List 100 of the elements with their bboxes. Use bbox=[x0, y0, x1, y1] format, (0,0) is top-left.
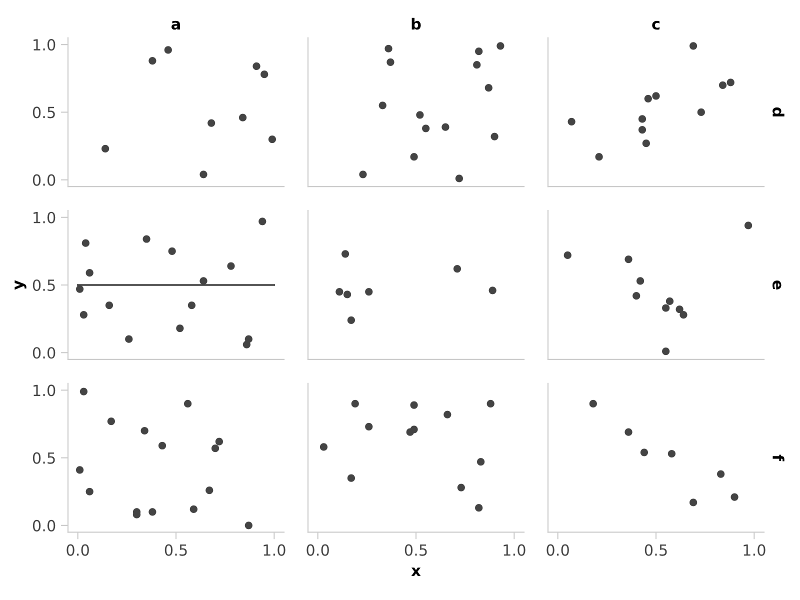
y-tick-label: 1.0 bbox=[34, 212, 56, 224]
point bbox=[652, 92, 660, 100]
point bbox=[410, 153, 418, 161]
point bbox=[589, 400, 597, 408]
point bbox=[260, 70, 268, 78]
point bbox=[268, 135, 276, 144]
point bbox=[690, 42, 698, 50]
point bbox=[227, 262, 235, 270]
text: f bbox=[772, 454, 784, 462]
point bbox=[384, 44, 392, 52]
point bbox=[148, 56, 156, 65]
text: d bbox=[772, 107, 784, 116]
point bbox=[636, 277, 644, 285]
point bbox=[730, 493, 738, 501]
point bbox=[444, 410, 452, 418]
point bbox=[80, 310, 88, 319]
chart-title: a bbox=[172, 20, 180, 30]
x-tick-label: 1.0 bbox=[744, 544, 766, 556]
y-tick-label: 1.0 bbox=[34, 39, 56, 51]
point bbox=[453, 264, 462, 273]
point bbox=[475, 504, 483, 512]
point bbox=[716, 470, 725, 478]
point bbox=[258, 218, 266, 226]
y-tick-label: 0.0 bbox=[32, 174, 56, 186]
point bbox=[252, 62, 260, 70]
point bbox=[244, 335, 252, 343]
point bbox=[176, 324, 184, 332]
point bbox=[640, 448, 648, 456]
point bbox=[457, 484, 465, 492]
point bbox=[336, 288, 344, 296]
point bbox=[342, 250, 350, 258]
point bbox=[488, 286, 496, 294]
point bbox=[568, 118, 576, 126]
point bbox=[624, 255, 632, 264]
chart-title: b bbox=[412, 18, 421, 30]
point bbox=[80, 388, 88, 396]
point bbox=[365, 422, 373, 430]
point bbox=[238, 114, 247, 122]
point bbox=[343, 290, 352, 298]
point bbox=[455, 174, 464, 182]
point bbox=[168, 247, 176, 255]
point bbox=[188, 301, 196, 310]
point bbox=[416, 111, 424, 119]
point bbox=[378, 102, 386, 110]
point bbox=[190, 505, 198, 514]
point bbox=[638, 126, 646, 134]
point bbox=[82, 239, 90, 247]
point bbox=[365, 288, 373, 296]
point bbox=[410, 401, 418, 409]
point bbox=[347, 474, 356, 482]
point bbox=[86, 488, 94, 496]
x-tick-label: 0.0 bbox=[306, 544, 329, 556]
x-tick-label: 0.0 bbox=[66, 544, 89, 556]
point bbox=[476, 458, 485, 466]
point bbox=[475, 48, 483, 56]
point bbox=[105, 301, 114, 310]
x-axis-title: x bbox=[411, 568, 421, 576]
y-tick-label: 0.0 bbox=[32, 347, 56, 359]
point bbox=[680, 310, 688, 319]
point bbox=[718, 81, 727, 89]
point bbox=[347, 316, 356, 324]
x-tick-label: 0.0 bbox=[546, 544, 569, 556]
point bbox=[125, 335, 133, 343]
point bbox=[320, 443, 328, 451]
point bbox=[484, 84, 492, 92]
point bbox=[76, 285, 84, 293]
point bbox=[642, 140, 650, 148]
chart-title: c bbox=[652, 20, 660, 30]
point bbox=[410, 426, 418, 434]
point bbox=[638, 115, 646, 123]
text: e bbox=[772, 280, 782, 290]
x-tick-label: 0.5 bbox=[164, 544, 187, 556]
point bbox=[164, 46, 172, 54]
point bbox=[668, 450, 676, 458]
point bbox=[142, 235, 150, 243]
point bbox=[359, 170, 367, 178]
point bbox=[215, 438, 224, 446]
point bbox=[206, 486, 214, 494]
point bbox=[244, 522, 252, 530]
point bbox=[351, 400, 359, 408]
point bbox=[632, 292, 640, 300]
point bbox=[158, 442, 166, 450]
y-tick-label: 0.5 bbox=[32, 279, 55, 292]
point bbox=[148, 508, 156, 516]
point bbox=[442, 123, 450, 131]
point bbox=[200, 277, 208, 285]
y-tick-label: 0.5 bbox=[32, 106, 55, 118]
point bbox=[744, 222, 752, 230]
point bbox=[490, 132, 498, 140]
point bbox=[644, 94, 652, 102]
point bbox=[200, 170, 208, 178]
point bbox=[676, 306, 684, 314]
x-tick-label: 1.0 bbox=[264, 544, 286, 556]
point bbox=[496, 42, 504, 50]
point bbox=[107, 417, 116, 426]
point bbox=[473, 61, 481, 69]
point bbox=[624, 428, 632, 436]
point bbox=[666, 297, 674, 306]
point bbox=[422, 124, 430, 132]
point bbox=[564, 251, 572, 260]
